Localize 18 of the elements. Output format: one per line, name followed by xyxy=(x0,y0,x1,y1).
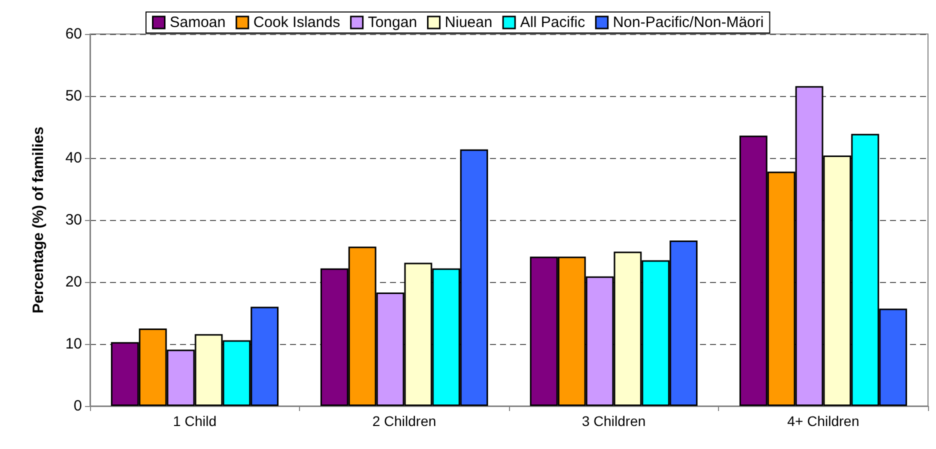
x-tick-label: 2 Children xyxy=(372,413,436,429)
legend-label: All Pacific xyxy=(520,14,586,31)
x-tick-label: 3 Children xyxy=(582,413,646,429)
legend-label: Samoan xyxy=(170,14,226,31)
y-tick-label: 0 xyxy=(74,398,82,414)
legend-label: Cook Islands xyxy=(253,14,340,31)
y-tick-label: 60 xyxy=(65,26,82,42)
y-axis-title: Percentage (%) of families xyxy=(30,126,47,314)
y-tick-label: 20 xyxy=(65,274,82,290)
y-tick-label: 40 xyxy=(65,150,82,166)
x-tick-label: 1 Child xyxy=(172,413,217,429)
legend-label: Niuean xyxy=(444,14,492,31)
x-tick-label: 4+ Children xyxy=(787,413,860,429)
y-tick-label: 10 xyxy=(65,336,82,352)
y-tick-label: 30 xyxy=(65,212,82,228)
legend-label: Tongan xyxy=(368,14,418,31)
legend-label: Non-Pacific/Non-Mäori xyxy=(612,14,764,31)
y-tick-label: 50 xyxy=(65,88,82,104)
